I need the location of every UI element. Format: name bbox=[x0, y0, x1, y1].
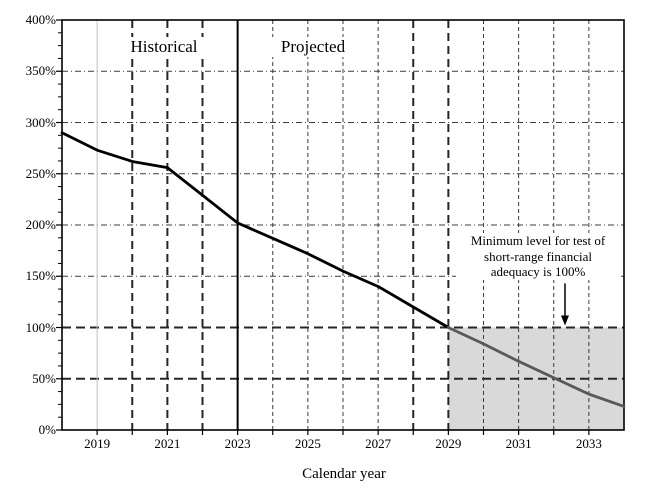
x-axis-label: 2027 bbox=[365, 436, 392, 451]
y-axis-label: 150% bbox=[25, 268, 56, 284]
y-axis-label: 350% bbox=[25, 63, 56, 79]
y-axis-label: 100% bbox=[25, 319, 56, 335]
x-axis-label: 2023 bbox=[224, 436, 251, 451]
y-axis-label: 400% bbox=[25, 12, 56, 27]
plot-frame bbox=[61, 19, 625, 431]
projected-region-label: Projected bbox=[261, 37, 365, 57]
annotation-line-2: short-range financial bbox=[484, 248, 592, 264]
minimum-level-annotation: Minimum level for test of short-range fi… bbox=[456, 233, 620, 280]
y-axis-label: 300% bbox=[25, 114, 56, 130]
x-axis-label: 2019 bbox=[84, 436, 111, 451]
annotation-line-3: adequacy is 100% bbox=[490, 264, 586, 279]
y-axis-label: 200% bbox=[25, 217, 56, 232]
x-axis-label: 2033 bbox=[575, 436, 602, 451]
historical-region-label: Historical bbox=[112, 37, 216, 57]
trust-fund-ratio-line-below-minimum bbox=[446, 326, 626, 408]
y-axis-label: 0% bbox=[38, 422, 56, 437]
trust-fund-ratio-line bbox=[60, 131, 450, 329]
annotation-line-1: Minimum level for test of bbox=[470, 233, 606, 248]
y-axis-label: 50% bbox=[32, 370, 56, 386]
x-axis-label: 2025 bbox=[294, 436, 321, 451]
y-axis-label: 250% bbox=[25, 165, 56, 181]
x-axis-label: 2029 bbox=[435, 436, 462, 451]
x-axis-title: Calendar year bbox=[302, 466, 386, 482]
x-axis-label: 2021 bbox=[154, 436, 181, 451]
x-axis-label: 2031 bbox=[505, 436, 532, 451]
down-arrow-icon bbox=[560, 315, 569, 326]
